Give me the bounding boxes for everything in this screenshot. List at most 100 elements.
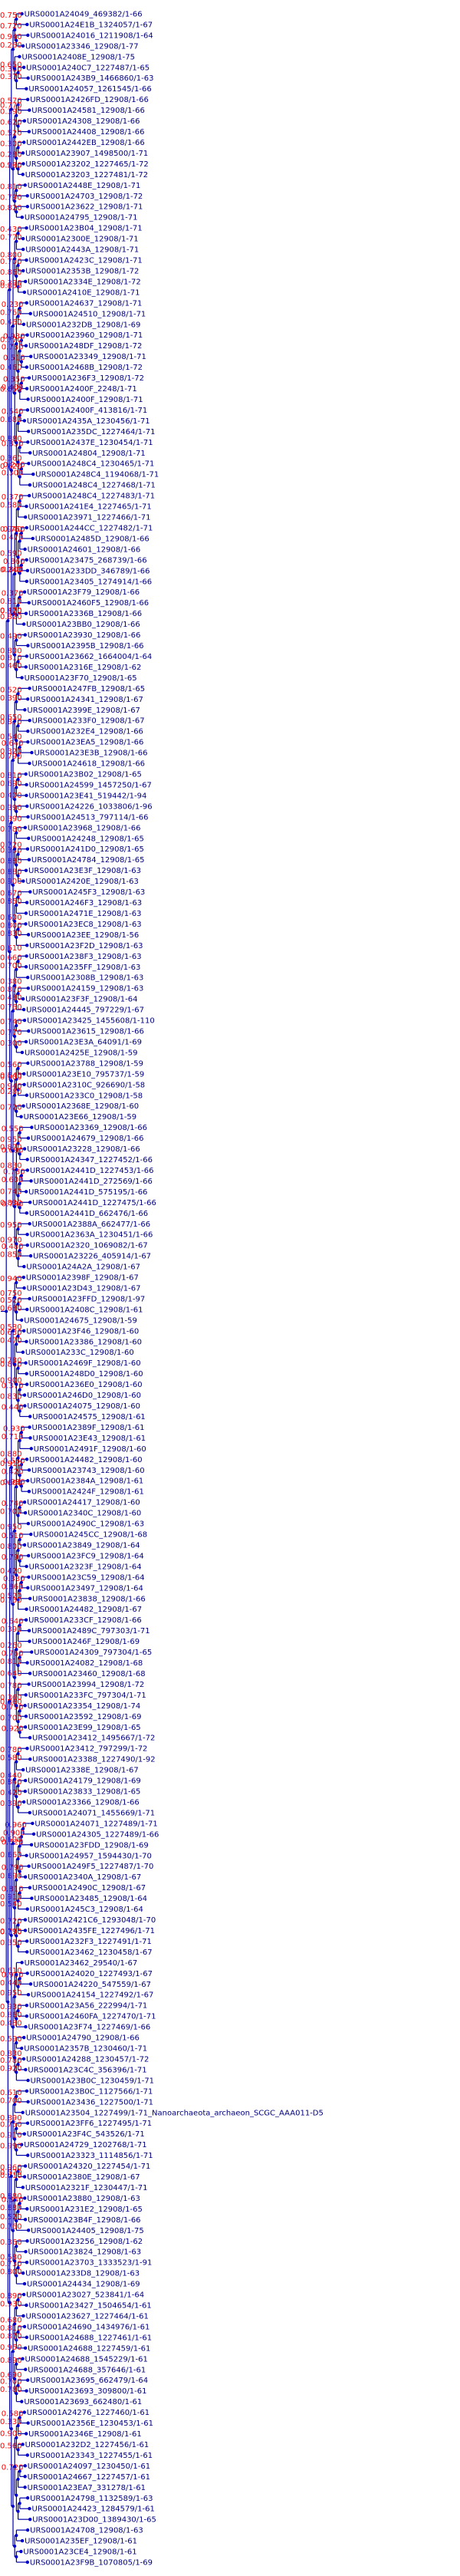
leaf-label: URS0001A2490C_12908/1-63	[31, 1520, 144, 1529]
internal-node	[15, 2338, 18, 2342]
leaf-label: URS0001A24784_12908/1-65	[31, 856, 145, 865]
leaf-node	[25, 2239, 29, 2243]
support-value: 0.860	[0, 268, 22, 277]
leaf-node	[25, 901, 29, 904]
leaf-node	[22, 2132, 27, 2136]
support-value: 0.390	[0, 279, 22, 288]
leaf-label: URS0001A2441D_662476/1-66	[29, 1210, 148, 1218]
leaf-node	[21, 879, 25, 883]
internal-node	[15, 2070, 18, 2074]
leaf-label: URS0001A23743_12908/1-60	[31, 1467, 145, 1475]
leaf-node	[25, 954, 28, 958]
leaf-node	[27, 462, 31, 466]
leaf-label: URS0001A2399E_12908/1-67	[27, 707, 140, 715]
leaf-node	[27, 1629, 31, 1632]
leaf-node	[25, 1158, 29, 1161]
internal-node	[15, 1045, 18, 1049]
support-value: 0.890	[0, 2292, 22, 2301]
leaf-label: URS0001A2408E_12908/1-75	[21, 53, 135, 61]
leaf-label: URS0001A24E1B_1324057/1-67	[29, 21, 153, 29]
leaf-label: URS0001A236F3_12908/1-72	[31, 374, 144, 383]
internal-node	[13, 1205, 17, 1209]
internal-node	[16, 1688, 20, 1692]
internal-node	[13, 2199, 17, 2202]
leaf-label: URS0001A24405_12908/1-75	[31, 2227, 144, 2235]
internal-node	[16, 1598, 20, 1602]
leaf-label: URS0001A24071_1455669/1-71	[32, 1809, 155, 1817]
leaf-label: URS0001A23436_1227500/1-71	[31, 2098, 153, 2107]
support-value: 0.390	[0, 1626, 22, 1634]
leaf-label: URS0001A246D0_12908/1-60	[27, 1392, 141, 1400]
leaf-node	[25, 793, 28, 798]
leaf-label: URS0001A23B02_12908/1-65	[28, 771, 142, 779]
leaf-node	[26, 2078, 30, 2083]
internal-node	[15, 935, 18, 939]
leaf-node	[23, 1929, 28, 1932]
leaf-node	[28, 2507, 31, 2511]
support-value: 0.830	[0, 1199, 22, 1207]
leaf-label: URS0001A245F3_12908/1-63	[32, 888, 145, 897]
leaf-label: URS0001A23F74_1227469/1-66	[28, 2024, 151, 2032]
internal-node	[15, 2555, 18, 2559]
support-value: 0.370	[2, 1382, 24, 1391]
leaf-node	[25, 579, 29, 583]
internal-node	[9, 1933, 13, 1937]
leaf-label: URS0001A23994_12908/1-72	[31, 1681, 145, 1689]
internal-node	[15, 2041, 18, 2045]
leaf-label: URS0001A24082_12908/1-68	[30, 1659, 143, 1668]
internal-node	[20, 1484, 23, 1488]
leaf-label: URS0001A23627_1227464/1-61	[25, 2312, 148, 2321]
leaf-node	[24, 1039, 28, 1044]
leaf-label: URS0001A24320_1227454/1-71	[28, 2163, 150, 2171]
internal-node	[18, 1409, 21, 1413]
internal-node	[16, 874, 20, 878]
support-value: 0.770	[0, 101, 22, 110]
internal-node	[15, 1342, 18, 1346]
internal-node	[18, 1388, 21, 1392]
leaf-node	[25, 1211, 29, 1215]
internal-node	[9, 821, 13, 825]
internal-node	[15, 1795, 18, 1799]
internal-node	[15, 342, 18, 346]
leaf-label: URS0001A245C3_12908/1-64	[30, 1906, 143, 1914]
leaf-node	[26, 740, 30, 744]
leaf-node	[26, 97, 30, 101]
internal-node	[15, 1648, 18, 1652]
leaf-label: URS0001A2357B_1230460/1-71	[24, 2045, 147, 2054]
leaf-label: URS0001A2389F_12908/1-61	[32, 1424, 145, 1432]
support-value: 0.780	[0, 2057, 22, 2065]
leaf-node	[25, 558, 28, 562]
leaf-node	[24, 2024, 28, 2029]
leaf-node	[21, 322, 26, 326]
leaf-label: URS0001A23EC8_12908/1-63	[28, 921, 142, 929]
internal-node	[13, 1362, 17, 1366]
leaf-label: URS0001A2490C_12908/1-67	[32, 1884, 146, 1892]
leaf-node	[28, 483, 32, 487]
leaf-node	[24, 1361, 28, 1365]
leaf-label: URS0001A23703_1333523/1-91	[29, 2259, 152, 2268]
internal-node	[18, 2202, 21, 2205]
leaf-node	[22, 1147, 27, 1151]
support-value: 0.830	[0, 930, 22, 938]
support-value: 0.890	[0, 2114, 22, 2123]
leaf-label: URS0001A24688_357646/1-61	[28, 2366, 146, 2374]
support-value: 0.840	[2, 2196, 24, 2204]
internal-node	[8, 288, 12, 292]
leaf-node	[23, 1510, 28, 1515]
internal-node	[9, 107, 13, 111]
leaf-label: URS0001A233C_12908/1-60	[25, 1349, 134, 1357]
internal-node	[18, 475, 21, 479]
internal-node	[18, 1559, 21, 1563]
leaf-node	[28, 311, 32, 316]
leaf-node	[26, 976, 30, 980]
leaf-node	[25, 1972, 29, 1975]
leaf-label: URS0001A23B4F_12908/1-66	[28, 2216, 140, 2225]
internal-node	[16, 460, 20, 464]
leaf-label: URS0001A23849_12908/1-64	[27, 1541, 140, 1550]
leaf-label: URS0001A2300E_12908/1-71	[25, 236, 139, 244]
leaf-node	[24, 965, 28, 969]
leaf-node	[24, 772, 28, 776]
leaf-node	[25, 2528, 30, 2532]
internal-node	[16, 1784, 20, 1788]
leaf-label: URS0001A249F5_1227487/1-70	[31, 1863, 154, 1871]
